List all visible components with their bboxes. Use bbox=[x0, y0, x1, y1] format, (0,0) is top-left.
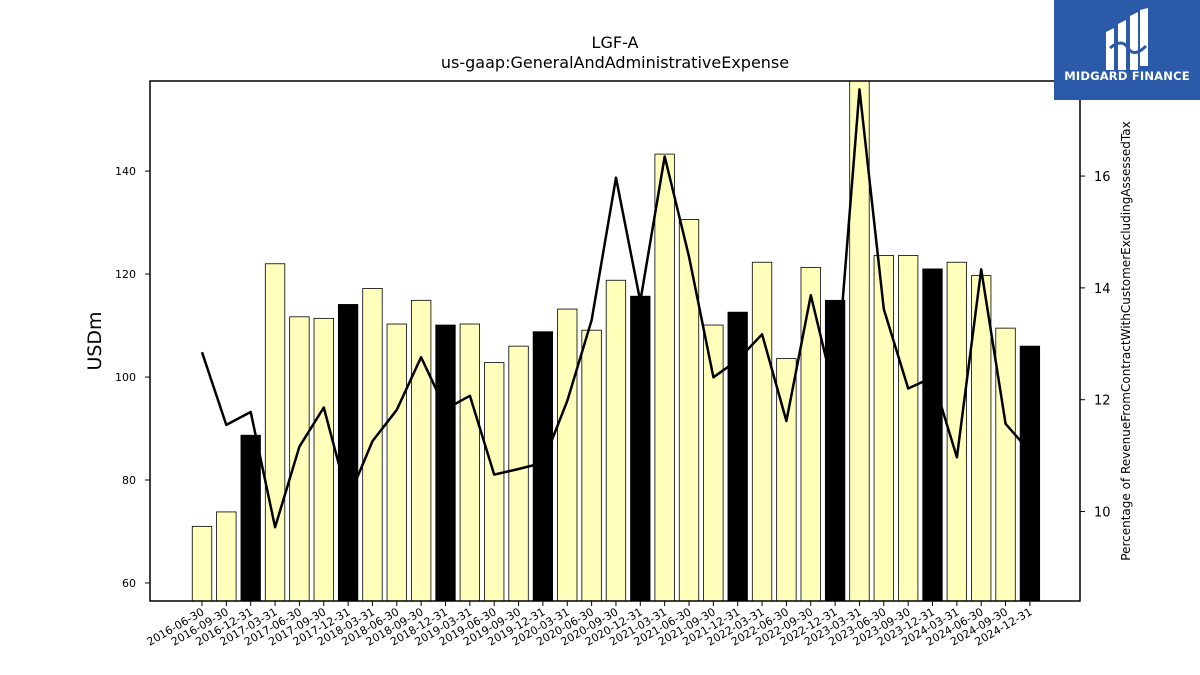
bar-2021-03-31 bbox=[654, 153, 675, 602]
y2-tick-label: 10 bbox=[1094, 506, 1111, 521]
bar-2020-03-31 bbox=[557, 308, 578, 602]
bar-2018-06-30 bbox=[386, 323, 407, 602]
bar-2019-03-31 bbox=[459, 323, 481, 602]
y-tick-label: 80 bbox=[122, 474, 136, 487]
bar-2023-09-30 bbox=[898, 255, 919, 602]
bar-series bbox=[191, 80, 1041, 602]
brand-name: MIDGARD FINANCE bbox=[1064, 69, 1190, 83]
bar-2017-03-31 bbox=[264, 263, 286, 602]
midgard-logo-icon bbox=[1106, 8, 1148, 70]
bar-2017-09-30 bbox=[313, 317, 334, 602]
bar-2022-09-30 bbox=[800, 266, 821, 602]
bar-2021-06-30 bbox=[678, 219, 700, 602]
x-axis: 2016-06-302016-09-302016-12-312017-03-31… bbox=[145, 601, 1034, 649]
bar-2020-06-30 bbox=[581, 329, 602, 602]
bar-2019-12-31 bbox=[532, 331, 554, 602]
bar-2018-09-30 bbox=[410, 299, 432, 602]
line-series bbox=[200, 88, 1031, 529]
y-tick-label: 60 bbox=[122, 577, 136, 590]
y-tick-label: 140 bbox=[115, 165, 136, 178]
bar-2023-12-31 bbox=[922, 268, 943, 602]
bar-2024-09-30 bbox=[995, 327, 1016, 602]
y2-tick-label: 12 bbox=[1094, 394, 1111, 409]
bar-2018-12-31 bbox=[435, 324, 456, 602]
left-y-axis: 60 80 100 120 140 bbox=[115, 165, 150, 590]
chart-subtitle: us-gaap:GeneralAndAdministrativeExpense bbox=[441, 53, 789, 72]
bar-2020-12-31 bbox=[630, 295, 651, 602]
bar-2016-12-31 bbox=[240, 434, 261, 602]
y-axis-label: USDm bbox=[84, 311, 106, 370]
y2-tick-label: 14 bbox=[1094, 282, 1111, 297]
y-tick-label: 100 bbox=[115, 371, 136, 384]
bar-2016-06-30 bbox=[191, 525, 213, 602]
bar-2022-12-31 bbox=[824, 299, 846, 602]
right-y-axis: 10 12 14 16 bbox=[1080, 170, 1111, 521]
bar-2022-03-31 bbox=[751, 261, 773, 602]
bar-2024-12-31 bbox=[1019, 345, 1041, 602]
y2-tick-label: 16 bbox=[1094, 170, 1111, 185]
bar-2019-06-30 bbox=[484, 362, 505, 602]
bar-2021-12-31 bbox=[727, 311, 748, 602]
bar-2016-09-30 bbox=[216, 511, 237, 602]
bar-2021-09-30 bbox=[703, 324, 724, 602]
bar-2020-09-30 bbox=[605, 279, 627, 602]
line-path bbox=[200, 88, 1031, 529]
y2-axis-label: Percentage of RevenueFromContractWithCus… bbox=[1119, 121, 1133, 560]
bar-2017-06-30 bbox=[289, 316, 310, 602]
brand-logo: MIDGARD FINANCE bbox=[1054, 0, 1200, 100]
chart-title: LGF-A bbox=[592, 33, 639, 52]
bar-2018-03-31 bbox=[362, 288, 383, 602]
plot-frame bbox=[149, 80, 1081, 602]
bar-2019-09-30 bbox=[508, 345, 529, 602]
y-tick-label: 120 bbox=[115, 268, 136, 281]
bar-2017-12-31 bbox=[337, 304, 359, 602]
